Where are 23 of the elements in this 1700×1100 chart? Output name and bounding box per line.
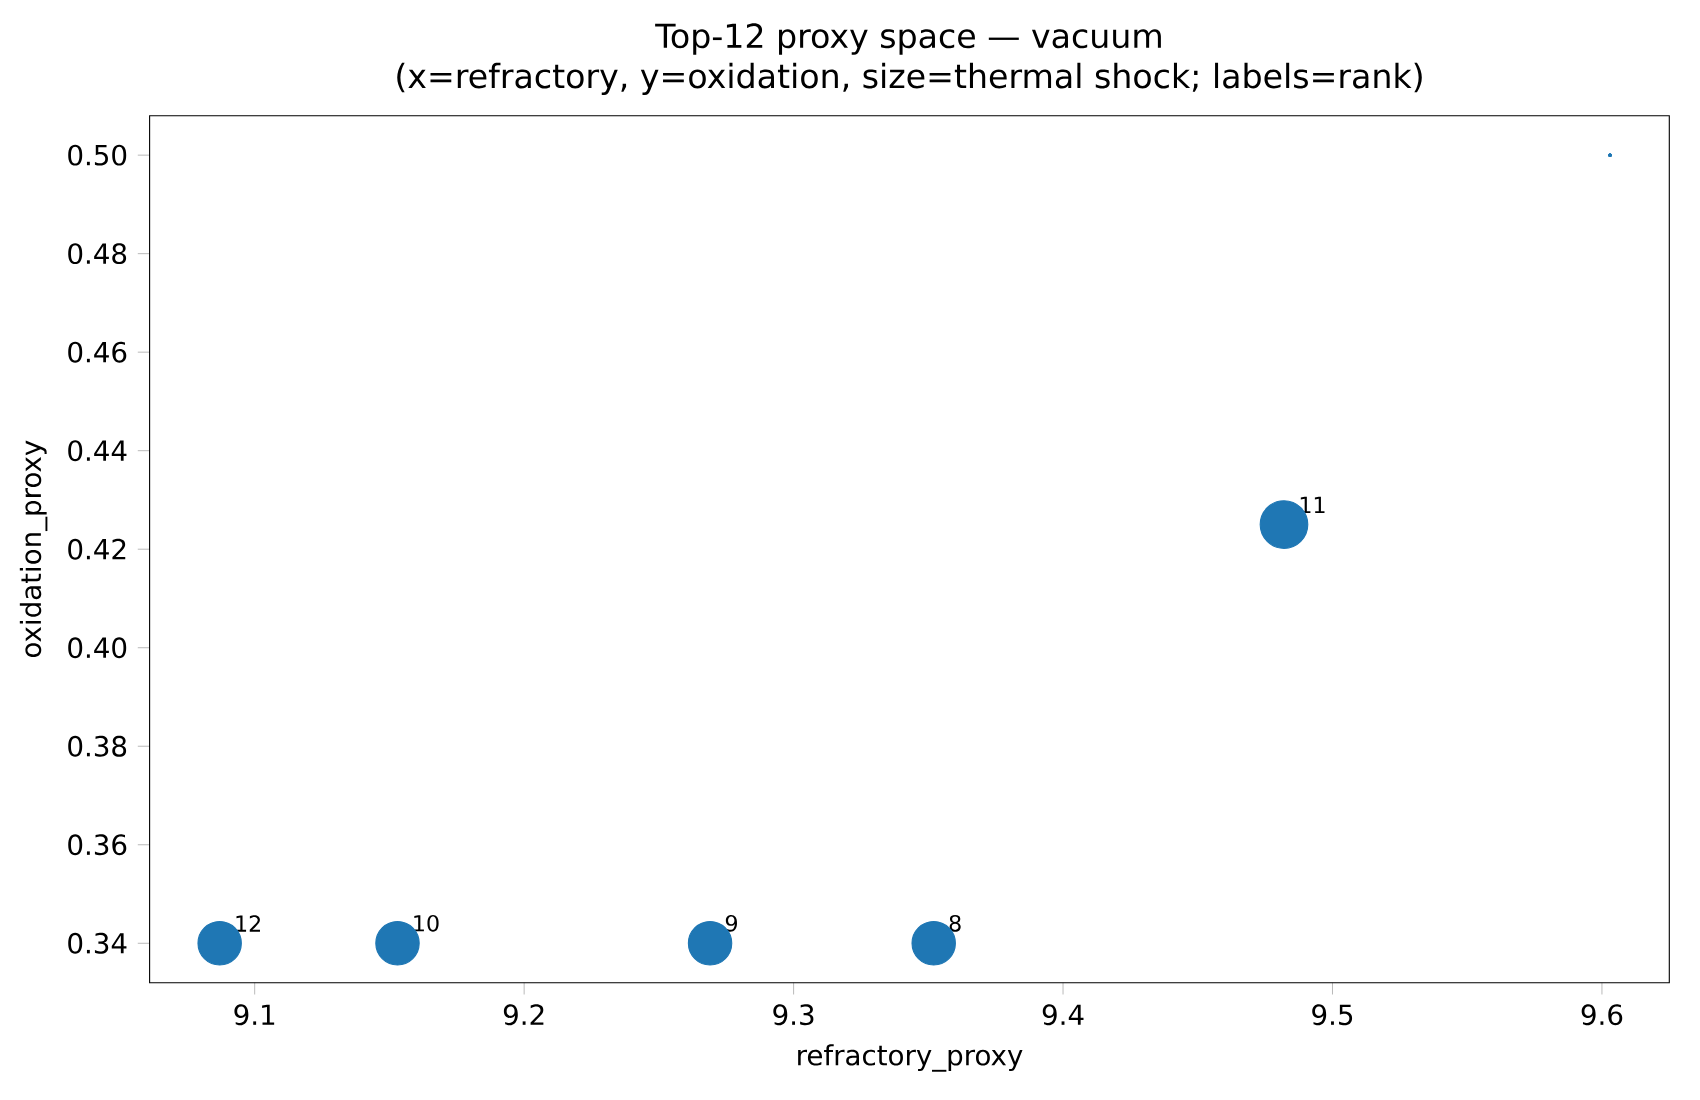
x-tick-label: 9.6 <box>1581 1004 1623 1026</box>
y-tick-label: 0.42 <box>68 538 126 560</box>
y-tick-label: 0.50 <box>68 144 127 166</box>
y-tick-label: 0.34 <box>68 932 127 954</box>
y-axis-title: oxidation_proxy <box>19 440 48 658</box>
y-tick-label: 0.40 <box>68 637 127 659</box>
x-tick-label: 9.5 <box>1312 1004 1353 1026</box>
y-tick-label: 0.48 <box>68 243 127 265</box>
annotation: 10 <box>414 914 439 932</box>
y-tick-label: 0.44 <box>68 440 127 462</box>
y-tick-label: 0.36 <box>68 834 127 856</box>
x-axis-title: refractory_proxy <box>798 1044 1023 1072</box>
y-tick-label: 0.46 <box>68 341 127 363</box>
x-tick-label: 9.4 <box>1042 1004 1084 1026</box>
chart-title: Top-12 proxy space — vacuum <box>655 23 1161 55</box>
x-tick-label: 9.1 <box>234 1004 275 1026</box>
annotation: 9 <box>725 914 737 932</box>
y-tick-label: 0.38 <box>68 735 127 757</box>
chart-subtitle: (x=refractory, y=oxidation, size=thermal shock; labels=rank) <box>397 62 1422 95</box>
x-tick-label: 9.3 <box>773 1004 814 1026</box>
annotation: 12 <box>236 915 260 932</box>
annotation: 8 <box>949 914 961 932</box>
x-tick-label: 9.2 <box>503 1004 544 1026</box>
